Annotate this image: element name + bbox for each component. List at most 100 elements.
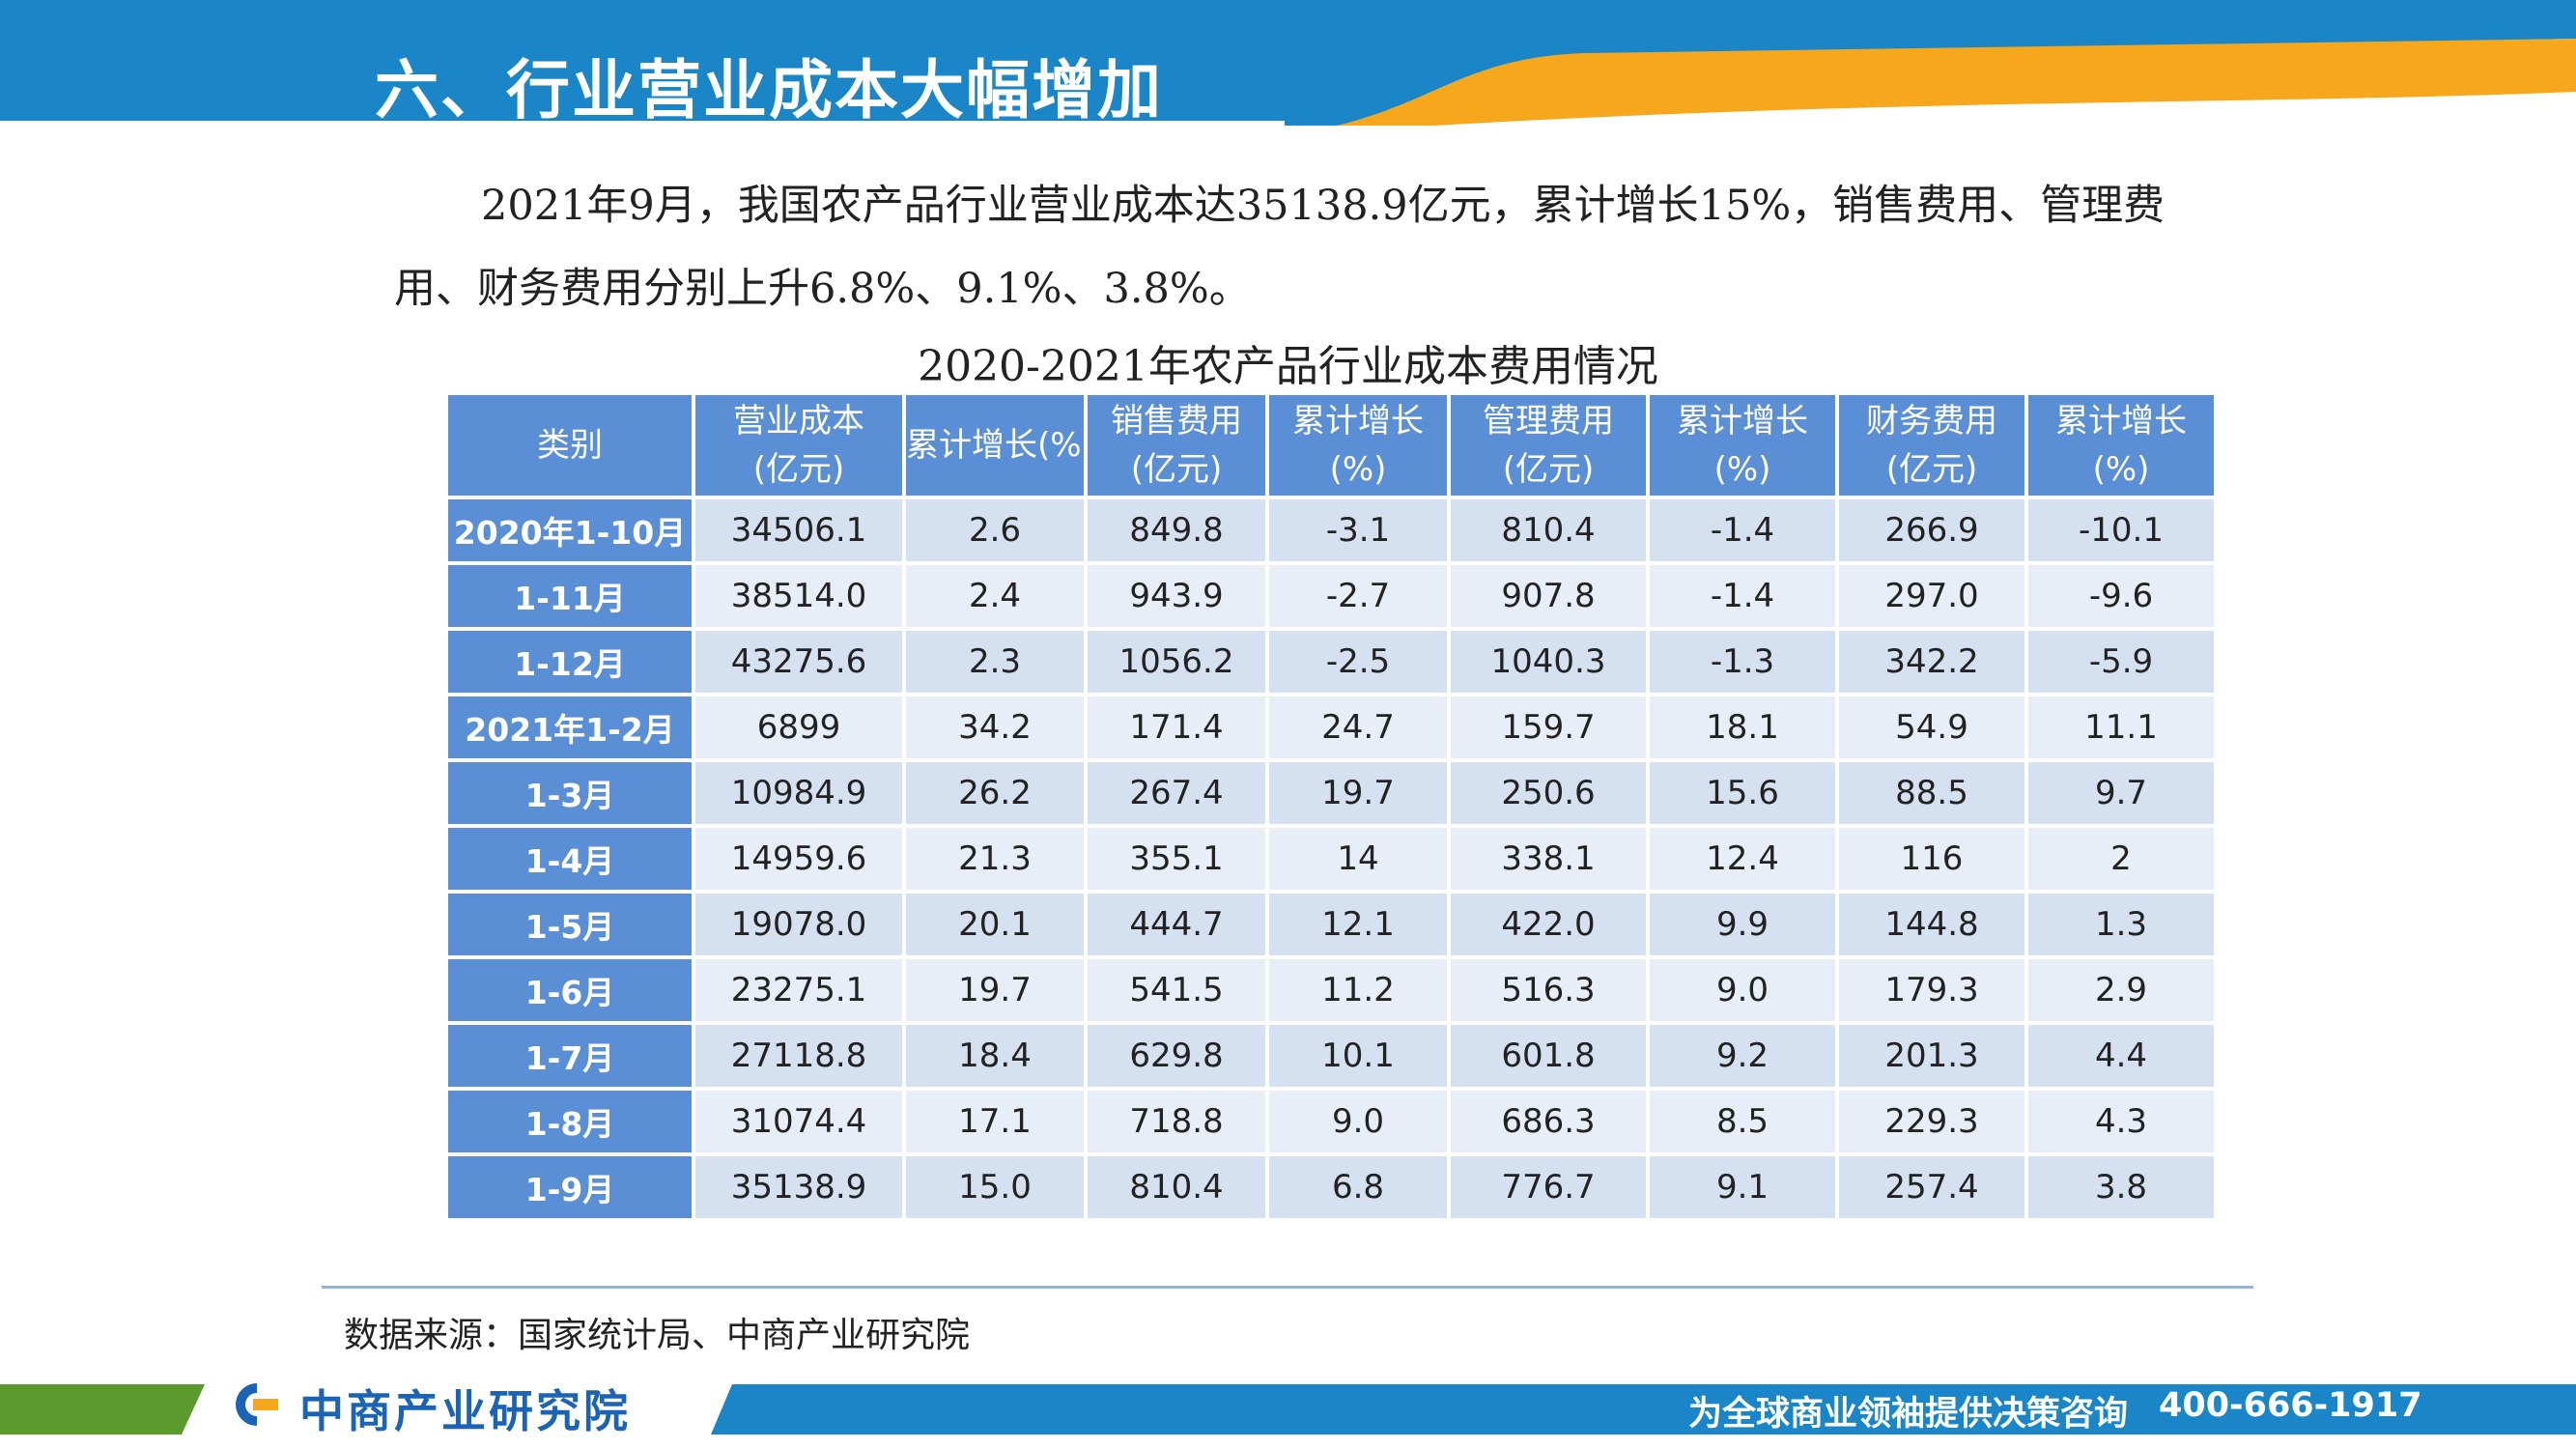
intro-paragraph: 2021年9月，我国农产品行业营业成本达35138.9亿元，累计增长15%，销售…: [394, 182, 2166, 313]
table-cell: 17.1: [902, 1087, 1088, 1156]
column-header-line: 累计增长(%): [906, 426, 1086, 465]
table-row: 1-9月 35138.9 15.0 810.4 6.8 776.7 9.1 257.4 3.8: [444, 1152, 2218, 1222]
row-label: 2020年1-10月: [444, 496, 695, 565]
column-header-line: 管理费用: [1483, 402, 1614, 440]
column-header: 累计增长 (%): [2024, 391, 2218, 499]
table-cell: 34.2: [902, 693, 1088, 762]
table-cell: 8.5: [1646, 1087, 1839, 1156]
table-cell: 250.6: [1447, 758, 1650, 828]
row-label: 1-5月: [444, 890, 695, 959]
table-cell: -2.5: [1265, 627, 1451, 696]
table-cell: 943.9: [1084, 561, 1269, 631]
table-cell: 601.8: [1447, 1021, 1650, 1091]
table-cell: 4.4: [2024, 1021, 2218, 1091]
table-cell: 88.5: [1835, 758, 2028, 828]
table-row: 1-4月 14959.6 21.3 355.1 14 338.1 12.4 116 2: [444, 824, 2218, 894]
table-cell: 9.7: [2024, 758, 2218, 828]
column-header-line: 营业成本: [733, 402, 864, 440]
table-cell: 4.3: [2024, 1087, 2218, 1156]
table-cell: 849.8: [1084, 496, 1269, 565]
table-cell: 444.7: [1084, 890, 1269, 959]
table-cell: -10.1: [2024, 496, 2218, 565]
table-cell: 19.7: [902, 955, 1088, 1025]
table-row: 1-3月 10984.9 26.2 267.4 19.7 250.6 15.6 88.5 9.7: [444, 758, 2218, 828]
table-title: 2020-2021年农产品行业成本费用情况: [918, 342, 1658, 391]
table-cell: 12.4: [1646, 824, 1839, 894]
header-background: [0, 0, 2576, 135]
table-cell: 179.3: [1835, 955, 2028, 1025]
table-cell: 38514.0: [692, 561, 906, 631]
table-cell: 19078.0: [692, 890, 906, 959]
column-header-line: (%): [1713, 450, 1771, 489]
row-label: 1-7月: [444, 1021, 695, 1091]
column-header-line: 累计增长: [1292, 402, 1424, 440]
table-cell: 54.9: [1835, 693, 2028, 762]
table-cell: 10984.9: [692, 758, 906, 828]
table-cell: 776.7: [1447, 1152, 1650, 1222]
table-cell: 9.0: [1646, 955, 1839, 1025]
table-cell: 3.8: [2024, 1152, 2218, 1222]
table-cell: 201.3: [1835, 1021, 2028, 1091]
table-cell: 144.8: [1835, 890, 2028, 959]
column-header: 财务费用 (亿元): [1835, 391, 2028, 499]
table-cell: 26.2: [902, 758, 1088, 828]
table-cell: 23275.1: [692, 955, 906, 1025]
table-cell: 43275.6: [692, 627, 906, 696]
table-cell: 21.3: [902, 824, 1088, 894]
table-cell: 297.0: [1835, 561, 2028, 631]
company-logo-icon: [236, 1383, 278, 1426]
table-cell: 2.9: [2024, 955, 2218, 1025]
table-cell: 20.1: [902, 890, 1088, 959]
table-cell: 266.9: [1835, 496, 2028, 565]
table-cell: 10.1: [1265, 1021, 1451, 1091]
column-header: 管理费用 (亿元): [1447, 391, 1650, 499]
column-header-line: 累计增长: [1677, 402, 1808, 440]
table-cell: 6.8: [1265, 1152, 1451, 1222]
table-cell: 267.4: [1084, 758, 1269, 828]
table-cell: 686.3: [1447, 1087, 1650, 1156]
footer-slogan: 为全球商业领袖提供决策咨询: [1688, 1395, 2129, 1434]
table-cell: 9.2: [1646, 1021, 1839, 1091]
table-cell: -5.9: [2024, 627, 2218, 696]
column-header-line: (亿元): [1130, 450, 1223, 489]
table-cell: 171.4: [1084, 693, 1269, 762]
table-cell: 516.3: [1447, 955, 1650, 1025]
footer-band: [0, 1377, 2576, 1449]
table-cell: 11.2: [1265, 955, 1451, 1025]
company-name: 中商产业研究院: [299, 1385, 631, 1437]
table-row: 2020年1-10月 34506.1 2.6 849.8 -3.1 810.4 -1.4 26…: [444, 496, 2218, 565]
cost-table: 类别 营业成本 (亿元) 累计增长 (%) 销售费用 (亿元) 累计增长 (%) 管理费用 (亿元)…: [444, 391, 2218, 1222]
row-label: 2021年1-2月: [444, 693, 695, 762]
table-cell: 229.3: [1835, 1087, 2028, 1156]
row-label: 1-4月: [444, 824, 695, 894]
row-label: 1-12月: [444, 627, 695, 696]
table-cell: 1.3: [2024, 890, 2218, 959]
table-cell: -1.4: [1646, 561, 1839, 631]
row-label: 1-6月: [444, 955, 695, 1025]
column-header-line: (%): [2092, 450, 2150, 489]
table-cell: -3.1: [1265, 496, 1451, 565]
table-cell: -1.3: [1646, 627, 1839, 696]
column-header: 累计增长(%): [902, 391, 1088, 499]
column-header-line: 累计增长: [2055, 402, 2187, 440]
table-row: 1-8月 31074.4 17.1 718.8 9.0 686.3 8.5 229.3 4.3: [444, 1087, 2218, 1156]
table-cell: 338.1: [1447, 824, 1650, 894]
data-source: 数据来源：国家统计局、中商产业研究院: [344, 1316, 971, 1355]
column-header-line: 销售费用: [1111, 402, 1242, 440]
table-cell: 9.1: [1646, 1152, 1839, 1222]
table-cell: -9.6: [2024, 561, 2218, 631]
table-cell: 18.4: [902, 1021, 1088, 1091]
table-cell: 6899: [692, 693, 906, 762]
table-cell: -2.7: [1265, 561, 1451, 631]
table-cell: 12.1: [1265, 890, 1451, 959]
table-cell: 11.1: [2024, 693, 2218, 762]
column-header-line: (亿元): [1885, 450, 1978, 489]
column-header: 营业成本 (亿元): [692, 391, 906, 499]
table-cell: 35138.9: [692, 1152, 906, 1222]
row-label: 1-8月: [444, 1087, 695, 1156]
table-cell: 31074.4: [692, 1087, 906, 1156]
table-cell: 422.0: [1447, 890, 1650, 959]
table-cell: 15.6: [1646, 758, 1839, 828]
column-header: 累计增长(%): [1265, 391, 1451, 499]
footer-phone: 400-666-1917: [2159, 1386, 2422, 1425]
